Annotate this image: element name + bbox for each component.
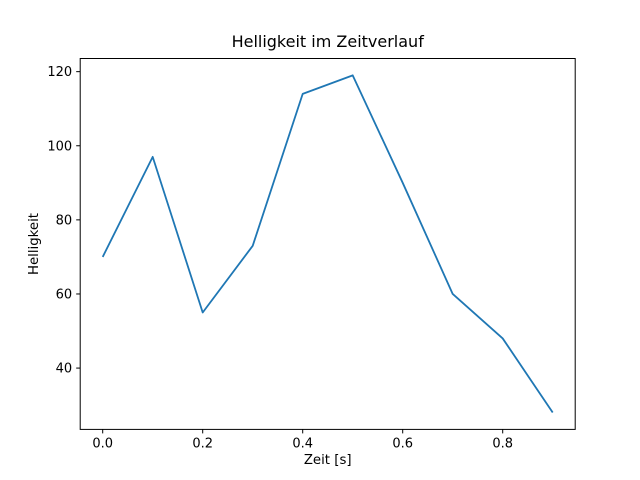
y-tick-label: 80 — [56, 213, 73, 228]
x-tick-label: 0.8 — [492, 436, 513, 451]
x-tick-label: 0.6 — [392, 436, 413, 451]
y-axis-ticks: 40 60 80 100 120 — [47, 65, 81, 377]
chart-title: Helligkeit im Zeitverlauf — [232, 32, 425, 51]
x-axis-label: Zeit [s] — [304, 453, 352, 468]
y-tick-label: 40 — [56, 362, 73, 377]
x-tick-label: 0.2 — [192, 436, 213, 451]
plot-area — [79, 58, 576, 430]
x-tick-label: 0.4 — [292, 436, 313, 451]
x-tick-label: 0.0 — [92, 436, 113, 451]
y-tick-label: 120 — [47, 65, 72, 80]
y-axis-label: Helligkeit — [27, 213, 42, 275]
data-line-helligkeit — [101, 74, 554, 414]
x-axis-ticks: 0.0 0.2 0.4 0.6 0.8 — [92, 429, 513, 451]
y-tick-label: 100 — [47, 139, 72, 154]
y-tick-label: 60 — [56, 287, 73, 302]
